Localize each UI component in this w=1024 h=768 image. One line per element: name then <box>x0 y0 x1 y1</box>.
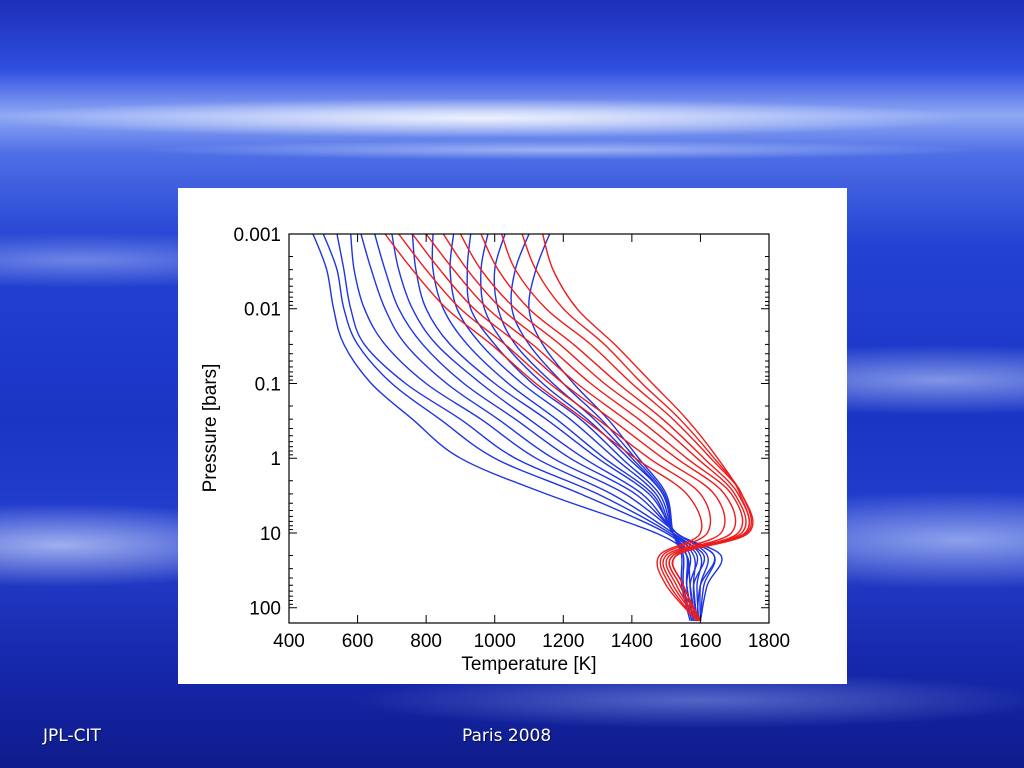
chart-panel: 400 600 800 1000 1200 1400 1600 1800 0.001 0.01 0… <box>178 188 847 684</box>
y-tick-label: 100 <box>249 599 281 620</box>
blue-profile-curve <box>411 233 716 621</box>
x-axis-label: Temperature [K] <box>461 654 596 675</box>
x-tick-label: 1600 <box>679 631 721 652</box>
blue-profile-curve <box>466 233 695 622</box>
blue-profile-curve <box>350 233 703 621</box>
y-tick-label: 1 <box>270 449 281 470</box>
blue-profile-curve <box>510 233 693 622</box>
red-profile-curve <box>425 233 737 622</box>
y-tick-label: 10 <box>260 524 281 545</box>
red-profile-curve <box>384 233 703 622</box>
blue-profile-curve <box>431 233 706 621</box>
y-tick-label: 0.001 <box>233 225 281 246</box>
axis-ticks <box>288 233 770 623</box>
footer-left-label: JPL-CIT <box>43 726 101 746</box>
red-profile-curve <box>542 233 751 622</box>
blue-profile-curve <box>336 233 698 621</box>
blue-profile-curve <box>360 233 709 621</box>
red-profile-curve <box>398 233 712 622</box>
x-tick-label: 1400 <box>611 631 653 652</box>
blue-profile-curve <box>449 233 699 622</box>
x-tick-label: 1800 <box>748 631 790 652</box>
y-tick-labels: 0.001 0.01 0.1 1 10 100 <box>233 225 281 620</box>
x-tick-labels: 400 600 800 1000 1200 1400 1600 1800 <box>273 631 790 652</box>
x-tick-label: 400 <box>273 631 305 652</box>
x-tick-label: 1200 <box>542 631 584 652</box>
x-tick-label: 600 <box>342 631 374 652</box>
profile-curves <box>312 233 754 622</box>
y-axis-label: Pressure [bars] <box>200 364 221 493</box>
x-tick-label: 800 <box>410 631 442 652</box>
red-profile-curve <box>459 233 747 622</box>
y-tick-label: 0.1 <box>255 374 281 395</box>
y-tick-label: 0.01 <box>244 300 281 321</box>
footer-center-label: Paris 2008 <box>462 726 552 746</box>
blue-profile-curve <box>391 233 723 622</box>
blue-profile-curve <box>374 233 716 621</box>
red-profile-curve <box>411 233 726 622</box>
x-tick-label: 1000 <box>474 631 516 652</box>
pressure-temperature-chart: 400 600 800 1000 1200 1400 1600 1800 0.0010.010… <box>200 225 790 675</box>
red-profile-curve <box>442 233 744 622</box>
